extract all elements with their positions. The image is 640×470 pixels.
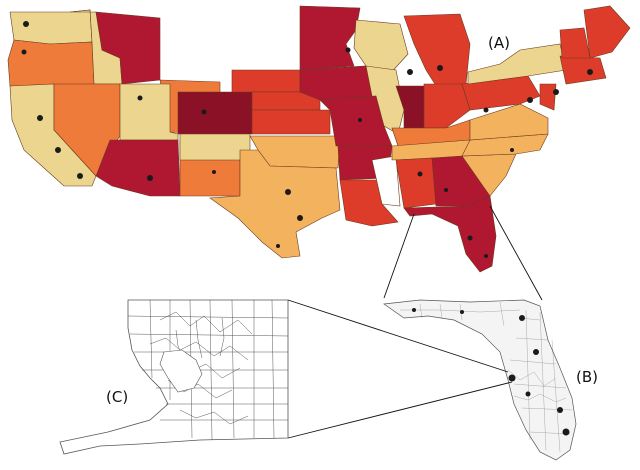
zoom-lines-b-to-c [287, 299, 513, 439]
tampa-bay-water [159, 349, 203, 393]
state-alabama [395, 157, 437, 209]
state-maine [583, 5, 631, 59]
panel-c-label: (C) [106, 388, 128, 406]
state-michigan [403, 13, 471, 93]
state-utah [119, 83, 179, 141]
state-texas [209, 149, 341, 259]
panel-b-label: (B) [576, 368, 598, 386]
state-minnesota [299, 5, 361, 71]
state-colorado [177, 91, 253, 135]
florida-tract-map: (B) [383, 299, 598, 461]
state-arizona [95, 139, 181, 197]
state-vermont-nh [559, 27, 591, 59]
panel-a-label: (A) [488, 34, 510, 52]
state-new-jersey [539, 83, 557, 111]
state-kansas [179, 133, 251, 161]
state-virginia [469, 103, 549, 141]
state-iowa [299, 65, 377, 101]
state-new-england-south [559, 55, 607, 85]
florida-outline [383, 299, 577, 461]
state-nebraska [251, 109, 331, 135]
florida-tract-lines [400, 301, 573, 453]
state-washington [9, 9, 93, 45]
florida-urban-clusters [412, 308, 570, 436]
population-density-dots [21, 21, 593, 258]
state-oregon [7, 39, 95, 87]
tampa-tract-map: (C) [59, 299, 289, 455]
state-north-dakota [231, 69, 301, 93]
state-mississippi [371, 155, 401, 207]
zoom-lines-a-to-b [383, 205, 543, 301]
state-ohio [423, 83, 471, 129]
us-map: (A) [7, 5, 631, 273]
state-florida [403, 195, 497, 273]
